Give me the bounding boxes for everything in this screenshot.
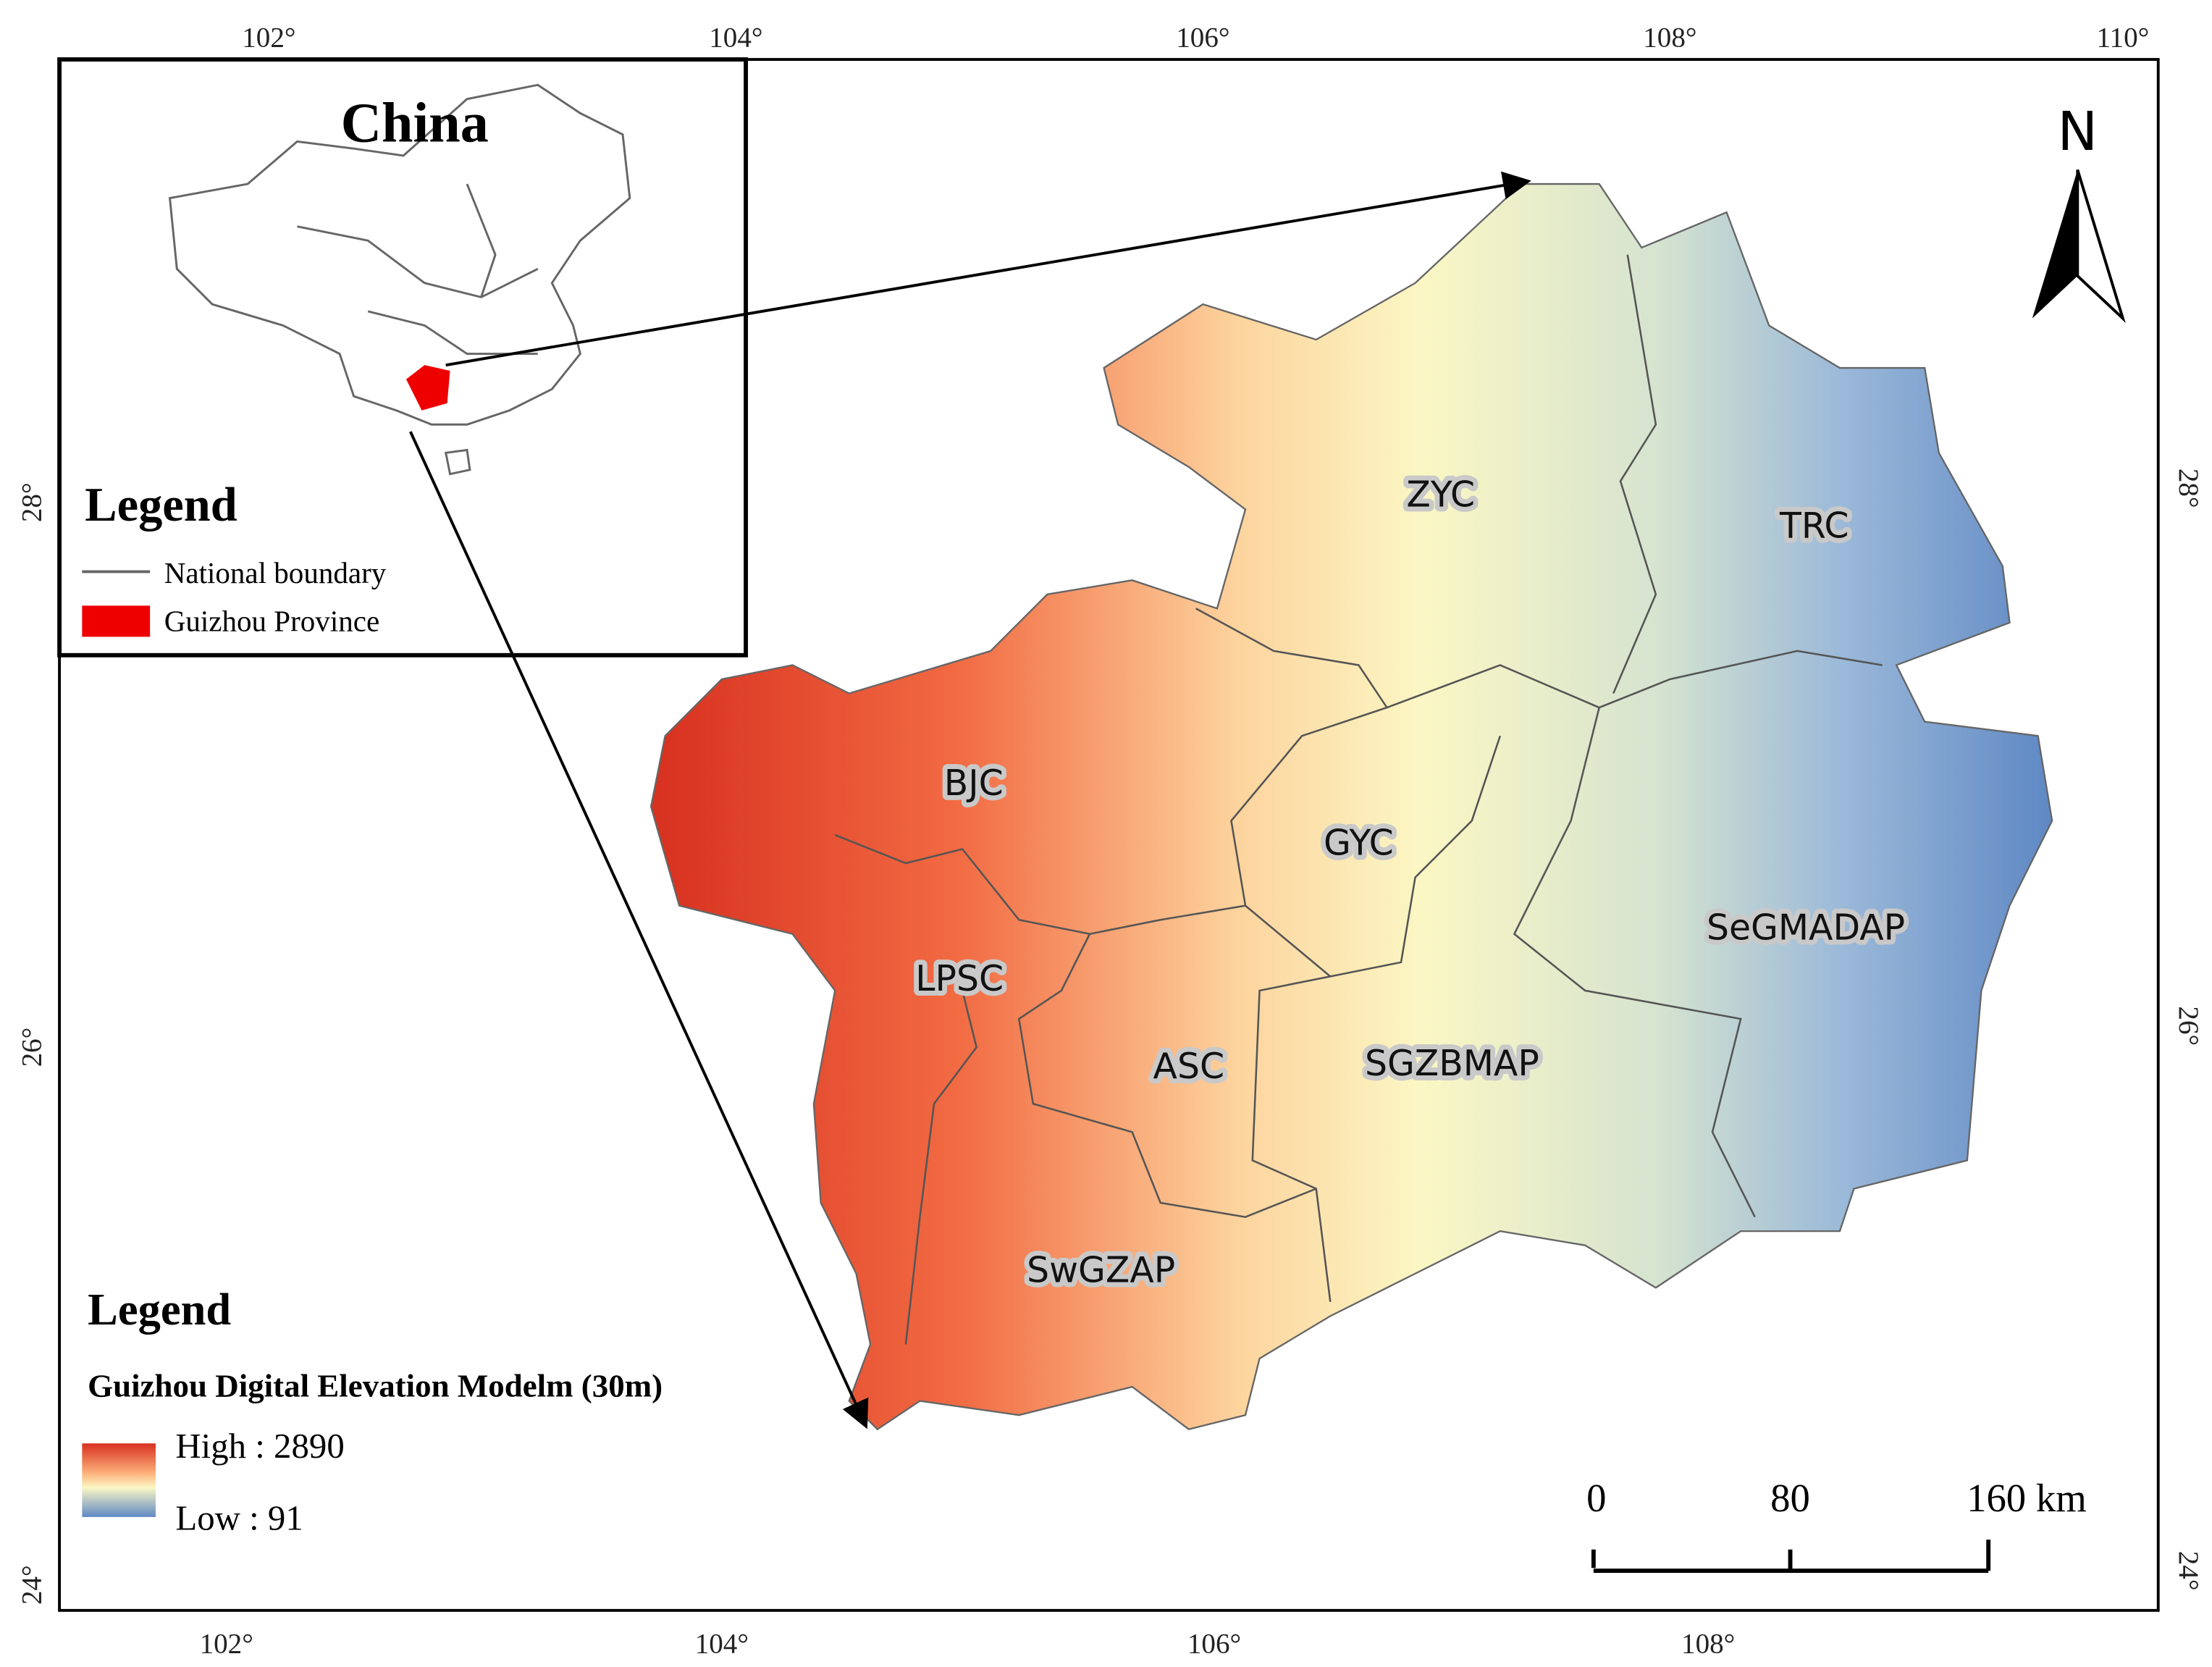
- legend-ramp: [82, 1443, 156, 1517]
- legend-item: Guizhou Province: [164, 605, 379, 638]
- north-arrow: [2032, 169, 2126, 324]
- legend-low: Low : 91: [175, 1498, 303, 1537]
- top-tick-label: 102°: [242, 22, 295, 53]
- bottom-tick-label: 102°: [200, 1628, 253, 1659]
- region-label: SGZBMAP: [1365, 1043, 1539, 1084]
- inset-legend-title: Legend: [85, 479, 237, 532]
- bottom-tick-label: 108°: [1681, 1628, 1735, 1659]
- arrow: [445, 171, 1531, 367]
- top-tick-label: 110°: [2096, 22, 2149, 53]
- right-tick-label: 28°: [2173, 469, 2204, 508]
- scale-label: 0: [1586, 1476, 1606, 1520]
- region-label: SeGMADAP: [1707, 907, 1905, 949]
- region-label: LPSC: [915, 958, 1004, 999]
- china-outline: [168, 83, 631, 476]
- scale-label: 80: [1770, 1476, 1810, 1520]
- right-tick-label: 26°: [2173, 1006, 2204, 1046]
- north-label: N: [2058, 100, 2098, 163]
- left-tick-label: 26°: [17, 1028, 48, 1067]
- bottom-tick-label: 106°: [1187, 1628, 1241, 1659]
- left-tick-label: 28°: [17, 482, 48, 522]
- scale-bar: [1591, 1540, 1991, 1574]
- right-tick-label: 24°: [2173, 1551, 2204, 1591]
- top-tick-label: 106°: [1176, 22, 1229, 53]
- region-label: SwGZAP: [1027, 1249, 1175, 1290]
- top-tick-label: 108°: [1643, 22, 1696, 53]
- guizhou-inset: [405, 365, 450, 411]
- guizhou-dem: [649, 182, 2053, 1431]
- region-boundaries: [834, 254, 1883, 1345]
- top-tick-label: 104°: [709, 22, 762, 53]
- arrow: [409, 431, 869, 1429]
- region-label: ZYC: [1406, 474, 1475, 516]
- legend-title: Legend: [88, 1284, 231, 1335]
- region-label: BJC: [944, 763, 1004, 804]
- left-tick-label: 24°: [17, 1565, 48, 1605]
- region-label: ASC: [1153, 1046, 1225, 1087]
- scale-label: 160 km: [1967, 1476, 2087, 1520]
- inset-title: China: [341, 91, 489, 154]
- legend-fill-sample: [82, 605, 151, 637]
- legend-item: National boundary: [164, 556, 387, 589]
- region-label: GYC: [1324, 822, 1394, 863]
- region-label: TRC: [1779, 505, 1849, 547]
- legend-high: High : 2890: [175, 1426, 344, 1466]
- bottom-tick-label: 104°: [695, 1628, 749, 1659]
- legend-subtitle: Guizhou Digital Elevation Modelm (30m): [88, 1368, 663, 1404]
